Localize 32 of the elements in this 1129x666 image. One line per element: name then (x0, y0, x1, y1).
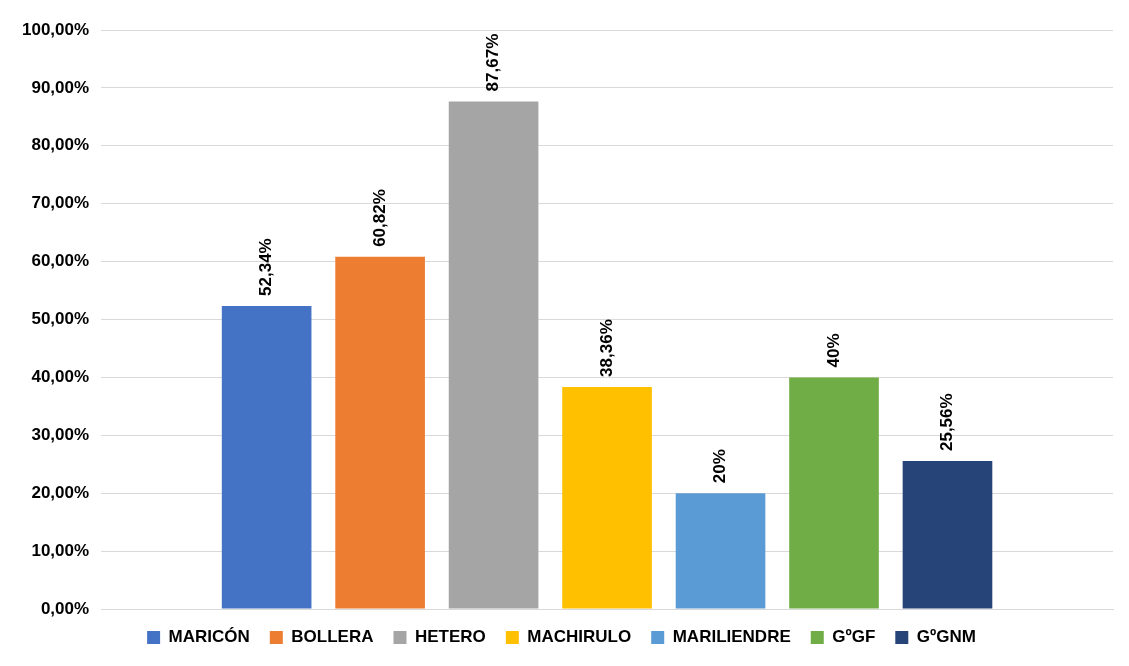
legend-label: HETERO (414, 627, 486, 647)
legend-label: BOLLERA (291, 627, 374, 647)
y-tick-label: 30,00% (31, 424, 90, 444)
data-label: 52,34% (256, 238, 276, 296)
data-label: 38,36% (596, 319, 616, 377)
y-tick-label: 10,00% (31, 540, 90, 560)
legend-label: GºGNM (916, 627, 976, 647)
bar (221, 305, 312, 609)
bar (789, 377, 879, 609)
y-tick-label: 0,00% (40, 598, 90, 618)
y-tick-label: 20,00% (31, 482, 90, 502)
data-label: 87,67% (483, 33, 503, 92)
data-label: 40% (823, 333, 843, 368)
y-tick-label: 50,00% (31, 309, 90, 329)
y-tick-label: 80,00% (31, 135, 90, 155)
bar (675, 493, 766, 609)
legend-label: MACHIRULO (527, 627, 632, 647)
legend-label: GºGF (832, 627, 876, 647)
bar (902, 461, 993, 609)
data-label: 20% (710, 449, 730, 484)
y-tick-label: 60,00% (31, 251, 90, 271)
bar (448, 101, 539, 609)
data-label: 60,82% (369, 189, 389, 247)
y-tick-label: 100,00% (21, 19, 90, 39)
bar (562, 386, 652, 609)
data-label: 25,56% (937, 393, 957, 452)
legend-label: MARILIENDRE (672, 627, 791, 647)
bar (335, 256, 425, 609)
y-tick-label: 70,00% (31, 193, 90, 213)
y-tick-label: 40,00% (31, 367, 90, 387)
y-tick-label: 90,00% (31, 77, 90, 97)
legend-label: MARICÓN (168, 627, 250, 647)
